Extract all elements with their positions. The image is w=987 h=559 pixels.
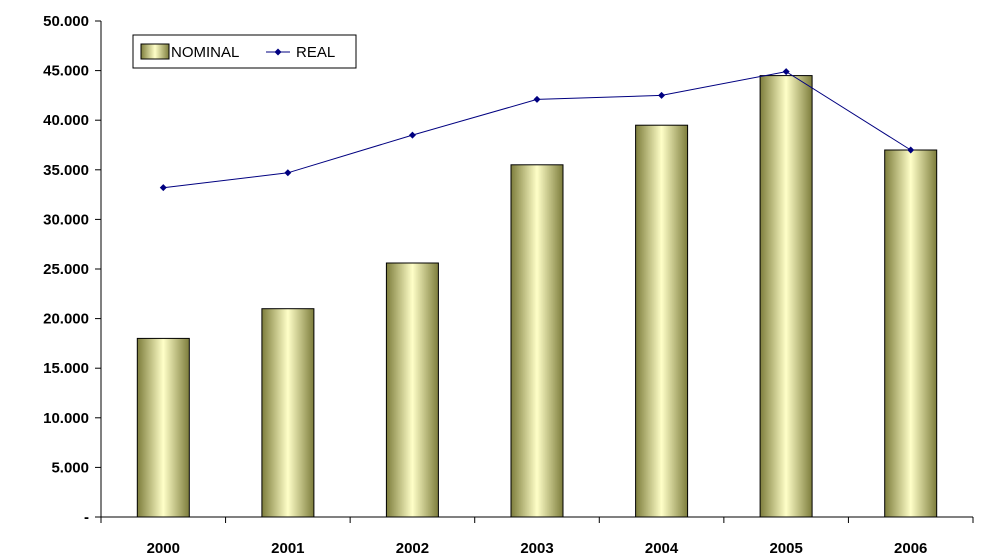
x-tick-label-2006: 2006 (894, 540, 927, 557)
point-real-2002 (408, 131, 416, 139)
x-tick-label-2003: 2003 (520, 540, 553, 557)
bars-layer (136, 75, 938, 518)
point-real-2000 (159, 184, 167, 192)
legend: NOMINAL REAL (132, 34, 357, 69)
y-tick-label: 45.000 (43, 63, 89, 80)
x-tick-labels: 2000 2001 2002 2003 2004 2005 2006 (147, 540, 928, 557)
x-tick-label-2004: 2004 (645, 540, 679, 557)
bar-nominal-2002 (385, 262, 439, 518)
y-tick-label: - (84, 509, 89, 526)
y-tick-label: 5.000 (51, 459, 89, 476)
y-tick-label: 40.000 (43, 112, 89, 129)
y-tick-label: 50.000 (43, 13, 89, 30)
y-tick-label: 15.000 (43, 360, 89, 377)
y-tick-label: 20.000 (43, 311, 89, 328)
y-tick-label: 25.000 (43, 261, 89, 278)
point-real-2003 (533, 95, 541, 103)
legend-real-label: REAL (296, 44, 335, 61)
x-tick-label-2001: 2001 (271, 540, 304, 557)
x-tick-label-2005: 2005 (769, 540, 802, 557)
legend-box (132, 34, 357, 69)
y-tick-label: 35.000 (43, 162, 89, 179)
point-real-2004 (658, 91, 666, 99)
point-real-2005 (782, 68, 790, 76)
bar-nominal-2001 (261, 308, 315, 518)
line-layer (159, 68, 915, 192)
y-tick-label: 30.000 (43, 211, 89, 228)
legend-nominal-swatch (140, 43, 170, 60)
bar-nominal-2003 (510, 164, 564, 518)
x-tick-label-2002: 2002 (396, 540, 429, 557)
y-tick-label: 10.000 (43, 410, 89, 427)
bar-nominal-2005 (759, 75, 813, 518)
legend-nominal-label: NOMINAL (171, 44, 239, 61)
axes-layer (95, 20, 974, 523)
bar-nominal-2004 (635, 124, 689, 518)
bar-nominal-2000 (136, 337, 190, 518)
x-tick-label-2000: 2000 (147, 540, 180, 557)
bar-nominal-2006 (884, 149, 938, 518)
y-tick-labels: - 5.000 10.000 15.000 20.000 25.000 30.000 35.0… (43, 13, 89, 526)
point-real-2006 (907, 146, 915, 154)
point-real-2001 (284, 169, 292, 177)
legend-real-marker (274, 48, 282, 56)
